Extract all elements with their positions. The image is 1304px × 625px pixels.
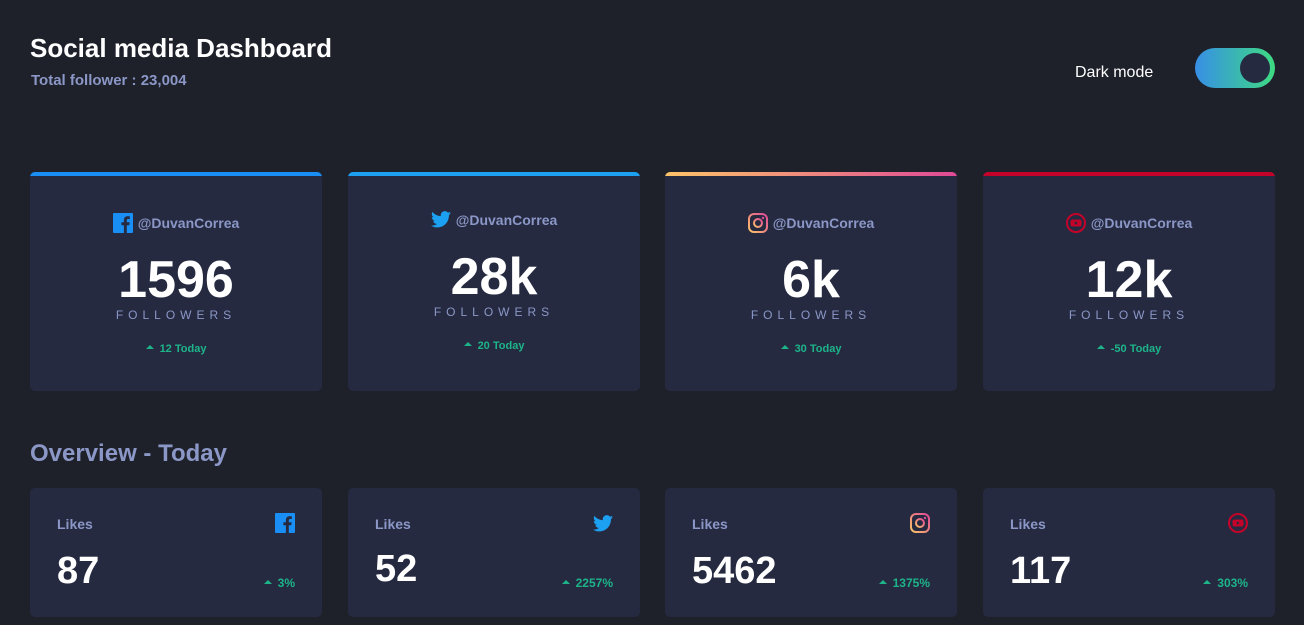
today-change: 12 Today — [30, 343, 322, 355]
today-change: 30 Today — [665, 343, 957, 355]
card-accent-bar — [348, 172, 640, 176]
card-handle-row: @DuvanCorrea — [665, 213, 957, 233]
today-change: -50 Today — [983, 343, 1275, 355]
follower-count: 28k — [450, 248, 538, 306]
instagram-icon — [747, 213, 768, 233]
twitter-icon — [593, 515, 613, 532]
overview-card-twitter[interactable]: Likes 52 2257% — [348, 488, 640, 617]
arrow-up-icon — [263, 579, 272, 584]
today-change-text: 30 Today — [794, 343, 842, 355]
card-handle-row: @DuvanCorrea — [348, 211, 640, 228]
arrow-up-icon — [780, 345, 789, 350]
metric-value: 5462 — [692, 550, 777, 592]
overview-card-instagram[interactable]: Likes 5462 1375% — [665, 488, 957, 617]
metric-change: 303% — [1203, 576, 1248, 590]
card-youtube[interactable]: @DuvanCorrea 12k FOLLOWERS -50 Today — [983, 172, 1275, 391]
card-handle: @DuvanCorrea — [137, 215, 240, 231]
card-handle: @DuvanCorrea — [1090, 215, 1193, 231]
metric-label: Likes — [692, 516, 728, 532]
card-handle-row: @DuvanCorrea — [983, 213, 1275, 233]
metric-change: 3% — [263, 576, 295, 590]
followers-label: FOLLOWERS — [115, 308, 237, 322]
card-accent-bar — [983, 172, 1275, 176]
twitter-icon — [430, 211, 451, 228]
metric-value: 52 — [375, 548, 418, 590]
total-followers: Total follower : 23,004 — [31, 72, 187, 89]
overview-card-youtube[interactable]: Likes 117 303% — [983, 488, 1275, 617]
instagram-icon — [910, 513, 930, 533]
metric-change-text: 2257% — [575, 576, 613, 590]
metric-change: 2257% — [561, 576, 613, 590]
card-facebook[interactable]: @DuvanCorrea 1596 FOLLOWERS 12 Today — [30, 172, 322, 391]
youtube-icon — [1228, 513, 1248, 533]
youtube-icon — [1065, 213, 1086, 233]
metric-value: 117 — [1010, 550, 1072, 592]
overview-card-facebook[interactable]: Likes 87 3% — [30, 488, 322, 617]
toggle-knob — [1240, 53, 1270, 83]
metric-change-text: 3% — [277, 576, 295, 590]
overview-title: Overview - Today — [30, 440, 227, 467]
followers-label: FOLLOWERS — [433, 305, 555, 319]
metric-value: 87 — [57, 550, 100, 592]
today-change-text: 12 Today — [159, 343, 207, 355]
arrow-up-icon — [1203, 579, 1212, 584]
dark-mode-label: Dark mode — [1075, 64, 1154, 81]
arrow-up-icon — [145, 345, 154, 350]
follower-count: 6k — [782, 251, 840, 309]
metric-change-text: 1375% — [892, 576, 930, 590]
facebook-icon — [275, 513, 295, 533]
metric-label: Likes — [375, 516, 411, 532]
metric-change-text: 303% — [1217, 576, 1248, 590]
today-change-text: -50 Today — [1110, 343, 1162, 355]
facebook-icon — [112, 213, 133, 233]
followers-label: FOLLOWERS — [750, 308, 872, 322]
card-handle-row: @DuvanCorrea — [30, 213, 322, 233]
follower-count: 12k — [1085, 251, 1173, 309]
arrow-up-icon — [561, 579, 570, 584]
card-instagram[interactable]: @DuvanCorrea 6k FOLLOWERS 30 Today — [665, 172, 957, 391]
card-twitter[interactable]: @DuvanCorrea 28k FOLLOWERS 20 Today — [348, 172, 640, 391]
page-title: Social media Dashboard — [30, 33, 332, 63]
dark-mode-toggle[interactable] — [1195, 48, 1275, 88]
follower-count: 1596 — [118, 251, 234, 309]
metric-label: Likes — [57, 516, 93, 532]
followers-label: FOLLOWERS — [1068, 308, 1190, 322]
arrow-up-icon — [463, 342, 472, 347]
card-handle: @DuvanCorrea — [772, 215, 875, 231]
card-accent-bar — [665, 172, 957, 176]
arrow-up-icon — [1096, 345, 1105, 350]
card-accent-bar — [30, 172, 322, 176]
arrow-up-icon — [878, 579, 887, 584]
metric-change: 1375% — [878, 576, 930, 590]
today-change: 20 Today — [348, 340, 640, 352]
card-handle: @DuvanCorrea — [455, 211, 558, 228]
today-change-text: 20 Today — [477, 340, 525, 352]
metric-label: Likes — [1010, 516, 1046, 532]
